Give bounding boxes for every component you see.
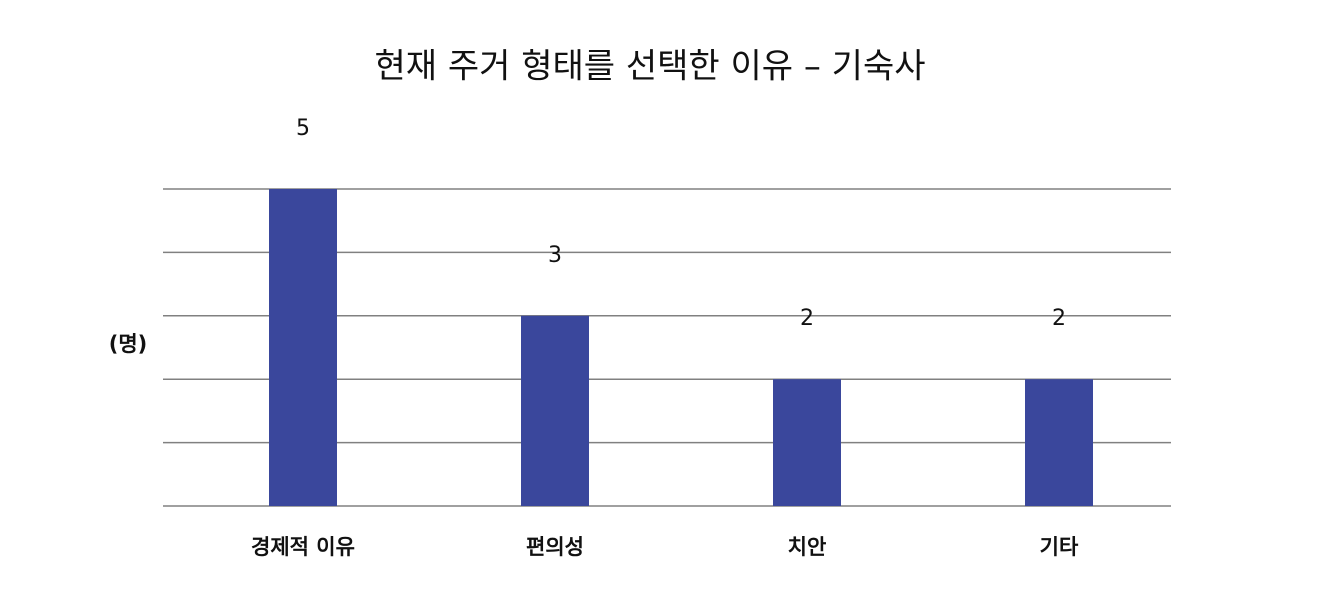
bar xyxy=(773,379,841,506)
y-axis-label: (명) xyxy=(109,332,148,356)
bar xyxy=(1025,379,1093,506)
x-tick-label: 치안 xyxy=(788,535,827,559)
x-tick-label: 편의성 xyxy=(526,535,584,559)
x-tick-label: 기타 xyxy=(1040,535,1079,559)
bar xyxy=(521,315,589,506)
x-tick-label: 경제적 이유 xyxy=(251,535,355,559)
data-label: 2 xyxy=(800,306,814,331)
data-label: 2 xyxy=(1052,306,1066,331)
data-label: 3 xyxy=(548,243,562,268)
chart-title: 현재 주거 형태를 선택한 이유 – 기숙사 xyxy=(374,47,925,87)
data-label: 5 xyxy=(296,116,310,141)
bar xyxy=(269,189,337,506)
